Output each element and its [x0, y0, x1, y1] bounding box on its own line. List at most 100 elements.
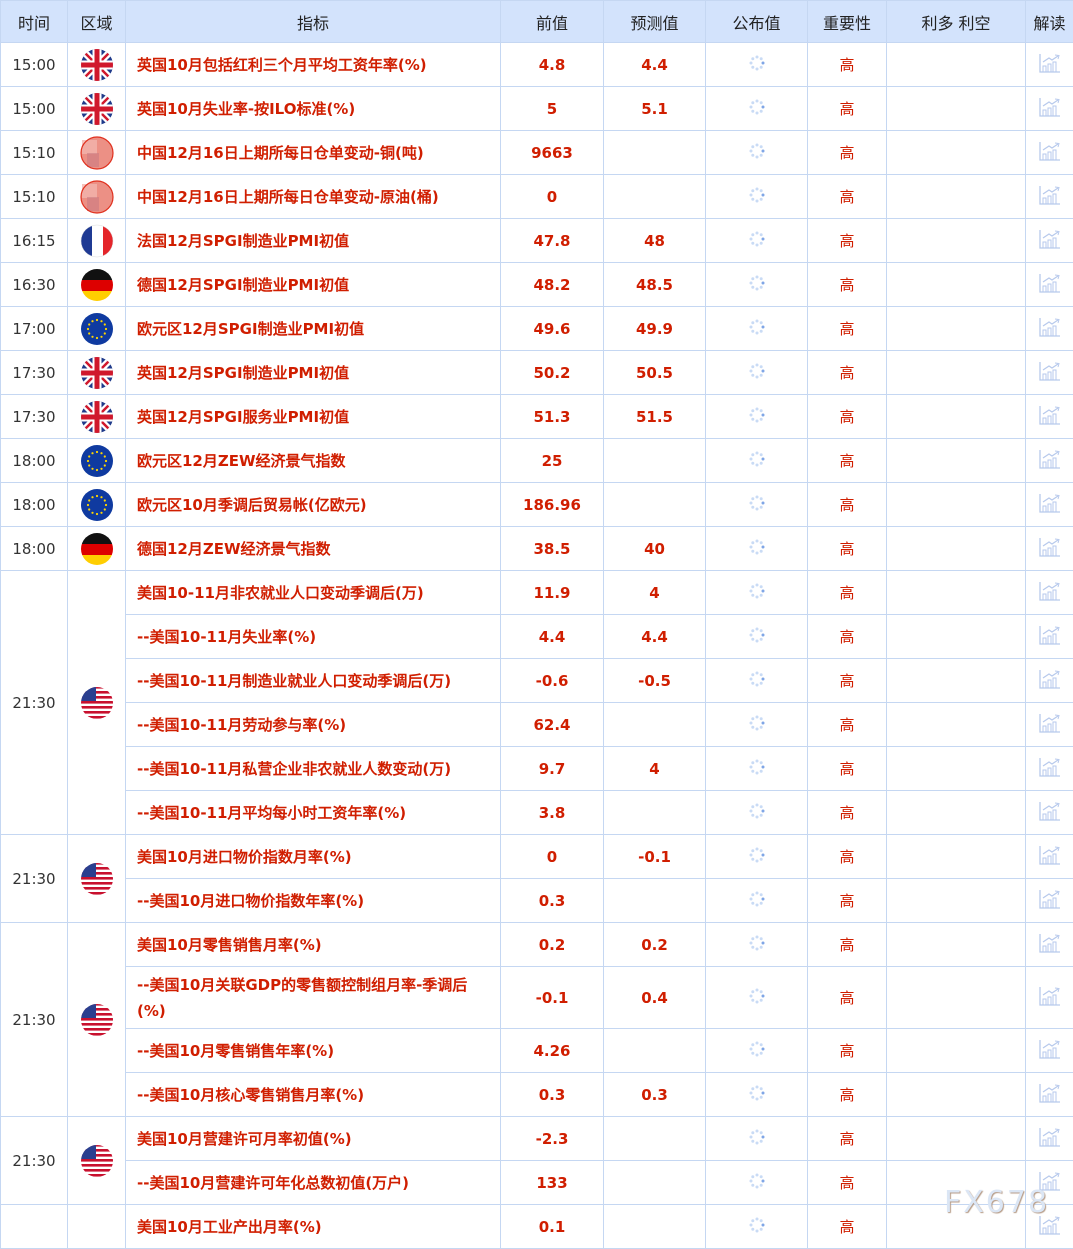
interpret-cell[interactable]: [1026, 835, 1073, 879]
interpret-cell[interactable]: [1026, 483, 1073, 527]
header-indicator[interactable]: 指标: [126, 1, 501, 43]
header-region[interactable]: 区域: [68, 1, 126, 43]
forecast-value: 4.4: [604, 615, 706, 659]
chart-interpret-icon[interactable]: [1039, 229, 1061, 249]
indicator-link[interactable]: --美国10-11月劳动参与率(%): [126, 703, 501, 747]
interpret-cell[interactable]: [1026, 263, 1073, 307]
indicator-link[interactable]: --美国10月零售销售年率(%): [126, 1029, 501, 1073]
chart-interpret-icon[interactable]: [1039, 1215, 1061, 1235]
chart-interpret-icon[interactable]: [1039, 405, 1061, 425]
indicator-link[interactable]: 德国12月SPGI制造业PMI初值: [126, 263, 501, 307]
interpret-cell[interactable]: [1026, 395, 1073, 439]
header-forecast[interactable]: 预测值: [604, 1, 706, 43]
chart-interpret-icon[interactable]: [1039, 713, 1061, 733]
indicator-link[interactable]: 英国12月SPGI制造业PMI初值: [126, 351, 501, 395]
chart-interpret-icon[interactable]: [1039, 669, 1061, 689]
chart-interpret-icon[interactable]: [1039, 581, 1061, 601]
chart-interpret-icon[interactable]: [1039, 493, 1061, 513]
interpret-cell[interactable]: [1026, 87, 1073, 131]
interpret-cell[interactable]: [1026, 923, 1073, 967]
interpret-cell[interactable]: [1026, 967, 1073, 1029]
header-previous[interactable]: 前值: [501, 1, 604, 43]
interpret-cell[interactable]: [1026, 439, 1073, 483]
importance-badge: 高: [808, 967, 887, 1029]
interpret-cell[interactable]: [1026, 791, 1073, 835]
chart-interpret-icon[interactable]: [1039, 141, 1061, 161]
indicator-link[interactable]: --美国10月关联GDP的零售额控制组月率-季调后(%): [126, 967, 501, 1029]
indicator-link[interactable]: 美国10-11月非农就业人口变动季调后(万): [126, 571, 501, 615]
header-interpretation[interactable]: 解读: [1026, 1, 1073, 43]
indicator-link[interactable]: 英国10月包括红利三个月平均工资年率(%): [126, 43, 501, 87]
interpret-cell[interactable]: [1026, 175, 1073, 219]
indicator-link[interactable]: 英国10月失业率-按ILO标准(%): [126, 87, 501, 131]
indicator-link[interactable]: 法国12月SPGI制造业PMI初值: [126, 219, 501, 263]
interpret-cell[interactable]: [1026, 747, 1073, 791]
header-actual[interactable]: 公布值: [706, 1, 808, 43]
interpret-cell[interactable]: [1026, 351, 1073, 395]
indicator-link[interactable]: 欧元区12月SPGI制造业PMI初值: [126, 307, 501, 351]
indicator-link[interactable]: 美国10月进口物价指数月率(%): [126, 835, 501, 879]
interpret-cell[interactable]: [1026, 615, 1073, 659]
indicator-link[interactable]: --美国10-11月制造业就业人口变动季调后(万): [126, 659, 501, 703]
interpret-cell[interactable]: [1026, 1029, 1073, 1073]
header-importance[interactable]: 重要性: [808, 1, 887, 43]
chart-interpret-icon[interactable]: [1039, 273, 1061, 293]
interpret-cell[interactable]: [1026, 131, 1073, 175]
chart-interpret-icon[interactable]: [1039, 185, 1061, 205]
indicator-link[interactable]: 美国10月工业产出月率(%): [126, 1205, 501, 1249]
indicator-link[interactable]: 中国12月16日上期所每日仓单变动-铜(吨): [126, 131, 501, 175]
interpret-cell[interactable]: [1026, 1161, 1073, 1205]
indicator-link[interactable]: 德国12月ZEW经济景气指数: [126, 527, 501, 571]
chart-interpret-icon[interactable]: [1039, 845, 1061, 865]
chart-interpret-icon[interactable]: [1039, 317, 1061, 337]
chart-interpret-icon[interactable]: [1039, 361, 1061, 381]
chart-interpret-icon[interactable]: [1039, 757, 1061, 777]
chart-interpret-icon[interactable]: [1039, 1127, 1061, 1147]
header-time[interactable]: 时间: [1, 1, 68, 43]
indicator-link[interactable]: 欧元区12月ZEW经济景气指数: [126, 439, 501, 483]
chart-interpret-icon[interactable]: [1039, 449, 1061, 469]
indicator-link[interactable]: --美国10月进口物价指数年率(%): [126, 879, 501, 923]
indicator-link[interactable]: --美国10月核心零售销售月率(%): [126, 1073, 501, 1117]
chart-interpret-icon[interactable]: [1039, 1171, 1061, 1191]
chart-interpret-icon[interactable]: [1039, 801, 1061, 821]
interpret-cell[interactable]: [1026, 527, 1073, 571]
interpret-cell[interactable]: [1026, 703, 1073, 747]
interpret-cell[interactable]: [1026, 219, 1073, 263]
interpret-cell[interactable]: [1026, 1073, 1073, 1117]
importance-badge: 高: [808, 1205, 887, 1249]
chart-interpret-icon[interactable]: [1039, 1083, 1061, 1103]
interpret-cell[interactable]: [1026, 659, 1073, 703]
header-bullish-bearish[interactable]: 利多 利空: [887, 1, 1026, 43]
chart-interpret-icon[interactable]: [1039, 537, 1061, 557]
loading-spinner-icon: [748, 714, 766, 732]
loading-spinner-icon: [748, 538, 766, 556]
indicator-link[interactable]: 欧元区10月季调后贸易帐(亿欧元): [126, 483, 501, 527]
interpret-cell[interactable]: [1026, 1117, 1073, 1161]
chart-interpret-icon[interactable]: [1039, 625, 1061, 645]
indicator-link[interactable]: --美国10-11月私营企业非农就业人数变动(万): [126, 747, 501, 791]
chart-interpret-icon[interactable]: [1039, 53, 1061, 73]
chart-interpret-icon[interactable]: [1039, 933, 1061, 953]
interpret-cell[interactable]: [1026, 1205, 1073, 1249]
indicator-link[interactable]: 美国10月营建许可月率初值(%): [126, 1117, 501, 1161]
interpret-cell[interactable]: [1026, 879, 1073, 923]
indicator-link[interactable]: --美国10-11月平均每小时工资年率(%): [126, 791, 501, 835]
chart-interpret-icon[interactable]: [1039, 1039, 1061, 1059]
interpret-cell[interactable]: [1026, 43, 1073, 87]
loading-spinner-icon: [748, 1084, 766, 1102]
indicator-link[interactable]: 英国12月SPGI服务业PMI初值: [126, 395, 501, 439]
indicator-link[interactable]: 中国12月16日上期所每日仓单变动-原油(桶): [126, 175, 501, 219]
loading-spinner-icon: [748, 406, 766, 424]
indicator-link[interactable]: --美国10月营建许可年化总数初值(万户): [126, 1161, 501, 1205]
interpret-cell[interactable]: [1026, 571, 1073, 615]
chart-interpret-icon[interactable]: [1039, 889, 1061, 909]
indicator-link[interactable]: 美国10月零售销售月率(%): [126, 923, 501, 967]
chart-interpret-icon[interactable]: [1039, 97, 1061, 117]
chart-interpret-icon[interactable]: [1039, 986, 1061, 1006]
interpret-cell[interactable]: [1026, 307, 1073, 351]
indicator-link[interactable]: --美国10-11月失业率(%): [126, 615, 501, 659]
